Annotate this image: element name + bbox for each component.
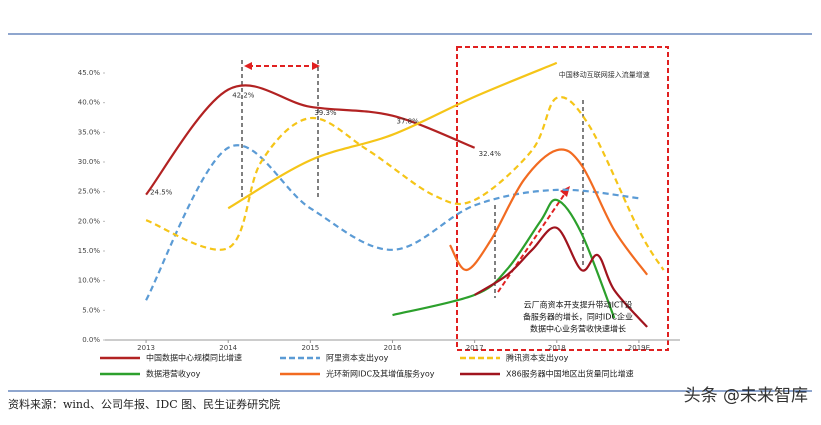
y-tick-label: 20.0% <box>78 217 101 225</box>
legend-label: 光环新网IDC及其增值服务yoy <box>326 369 435 379</box>
x-tick-label: 2017 <box>466 344 484 352</box>
x-tick-label: 2019E <box>628 344 650 352</box>
x-tick-label: 2016 <box>384 344 402 352</box>
y-tick-label: 40.0% <box>78 99 101 107</box>
annotation: 云厂商资本开支提升带动ICT设 <box>524 300 633 310</box>
series-line <box>392 198 616 319</box>
legend-label: 腾讯资本支出yoy <box>506 353 569 363</box>
annotation: 数据中心业务营收快速增长 <box>530 324 626 334</box>
legend-label: 中国数据中心规模同比增速 <box>146 353 242 363</box>
legend-label: X86服务器中国地区出货量同比增速 <box>506 369 634 379</box>
highlight-box <box>456 46 669 351</box>
arrow-head <box>312 62 320 70</box>
y-tick-label: 25.0% <box>78 188 101 196</box>
x-tick-label: 2018 <box>548 344 566 352</box>
x-tick-label: 2015 <box>301 344 319 352</box>
x-tick-label: 2014 <box>219 344 237 352</box>
data-label: 37.8% <box>397 118 420 126</box>
series-line <box>474 226 648 328</box>
series-line <box>145 84 476 196</box>
y-tick-label: 5.0% <box>82 306 100 314</box>
legend-label: 数据港营收yoy <box>146 369 201 379</box>
series-line <box>145 96 665 271</box>
y-tick-label: 0.0% <box>82 336 100 344</box>
series-line <box>227 61 558 210</box>
arrow-head <box>560 186 570 197</box>
data-label: 32.4% <box>479 150 502 158</box>
source: 资料来源：wind、公司年报、IDC 图、民生证券研究院 <box>8 397 280 411</box>
y-tick-label: 10.0% <box>78 277 101 285</box>
series-line <box>449 148 649 276</box>
y-tick-label: 30.0% <box>78 158 101 166</box>
arrow-head <box>244 62 252 70</box>
data-label: 42.2% <box>232 92 255 100</box>
y-tick-label: 15.0% <box>78 247 101 255</box>
y-tick-label: 35.0% <box>78 128 101 136</box>
data-label: 39.3% <box>314 109 337 117</box>
legend-label: 阿里资本支出yoy <box>326 353 389 363</box>
watermark: 头条 @未来智库 <box>684 386 808 406</box>
data-label: 24.5% <box>150 189 173 197</box>
annotation: 备服务器的增长，同时IDC企业 <box>523 312 633 322</box>
series-line <box>145 144 640 301</box>
x-tick-label: 2013 <box>137 344 155 352</box>
y-tick-label: 45.0% <box>78 69 101 77</box>
trend-arrow <box>497 191 567 293</box>
series-label: 中国移动互联网接入流量增速 <box>559 70 650 79</box>
